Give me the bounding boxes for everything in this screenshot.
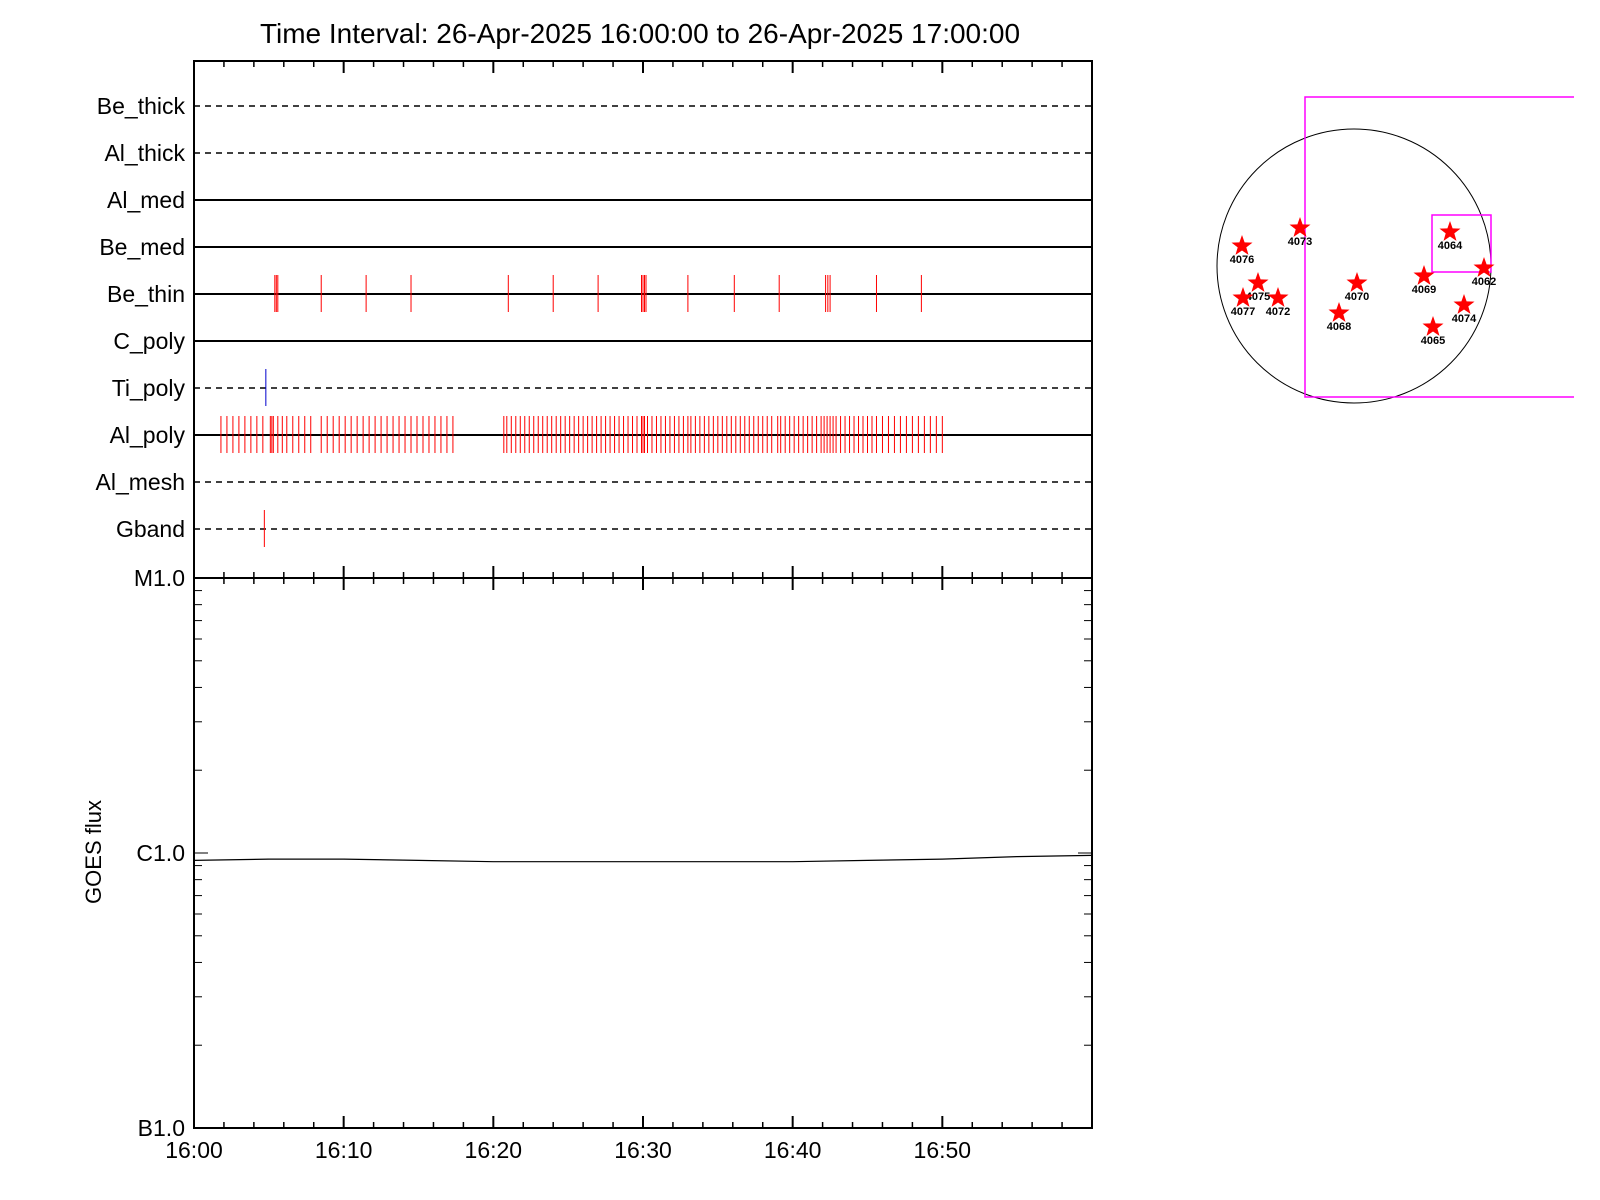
region-label-4073: 4073 [1288, 236, 1312, 248]
filter-label-Ti_poly: Ti_poly [112, 375, 186, 401]
filter-label-C_poly: C_poly [113, 328, 185, 354]
region-marker-4073 [1289, 217, 1311, 237]
goes-y-tick-label: B1.0 [138, 1115, 185, 1141]
target-box [1431, 214, 1492, 273]
region-marker-4077 [1232, 287, 1254, 307]
x-tick-label: 16:40 [764, 1137, 822, 1163]
region-marker-4072 [1267, 287, 1289, 307]
solar-disk [1216, 128, 1492, 404]
region-label-4070: 4070 [1345, 291, 1369, 303]
region-label-4077: 4077 [1231, 306, 1255, 318]
raster-frame [193, 60, 1093, 579]
region-marker-4065 [1422, 316, 1444, 336]
region-label-4076: 4076 [1230, 254, 1254, 266]
region-marker-4076 [1231, 235, 1253, 255]
region-label-4068: 4068 [1327, 321, 1351, 333]
field-of-view-box [1304, 96, 1574, 398]
filter-label-Al_med: Al_med [107, 187, 185, 213]
filter-label-Be_thick: Be_thick [97, 93, 186, 119]
filter-label-Al_thick: Al_thick [104, 140, 185, 166]
region-marker-4070 [1346, 272, 1368, 292]
filter-label-Be_med: Be_med [99, 234, 185, 260]
region-marker-4074 [1453, 294, 1475, 314]
region-marker-4062 [1473, 257, 1495, 277]
sun-map: 4076 4073 4075 4077 4072 4070 4068 4069 4064 4062… [1216, 96, 1574, 404]
filter-label-Be_thin: Be_thin [107, 281, 185, 307]
region-marker-4068 [1328, 302, 1350, 322]
region-label-4065: 4065 [1421, 335, 1445, 347]
goes-y-tick-label: C1.0 [136, 840, 185, 866]
region-label-4074: 4074 [1452, 313, 1477, 325]
goes-flux-line [193, 854, 1093, 863]
goes-y-tick-label: M1.0 [134, 565, 185, 591]
filter-raster-panel: Be_thick Al_thick Al_med Be_med Be_thin C_pol… [96, 60, 1093, 579]
region-label-4062: 4062 [1472, 276, 1496, 288]
region-marker-4075 [1247, 272, 1269, 292]
goes-frame [193, 577, 1093, 1129]
region-marker-4064 [1439, 221, 1461, 241]
x-tick-label: 16:00 [165, 1137, 223, 1163]
region-marker-4069 [1413, 265, 1435, 285]
chart-title: Time Interval: 26-Apr-2025 16:00:00 to 2… [260, 18, 1020, 49]
region-label-4064: 4064 [1438, 240, 1463, 252]
filter-label-Al_mesh: Al_mesh [96, 469, 185, 495]
x-tick-label: 16:20 [465, 1137, 523, 1163]
x-tick-label: 16:50 [914, 1137, 972, 1163]
region-label-4069: 4069 [1412, 284, 1436, 296]
region-label-4072: 4072 [1266, 306, 1290, 318]
goes-y-axis-label: GOES flux [81, 800, 106, 904]
x-tick-label: 16:10 [315, 1137, 373, 1163]
filter-label-Al_poly: Al_poly [110, 422, 186, 448]
region-label-4075: 4075 [1246, 291, 1270, 303]
goes-flux-panel: GOES flux M1.0 C1.0 B1.016:00 16:10 16:20 16:… [81, 565, 1093, 1163]
x-tick-label: 16:30 [614, 1137, 672, 1163]
filter-label-Gband: Gband [116, 516, 185, 542]
